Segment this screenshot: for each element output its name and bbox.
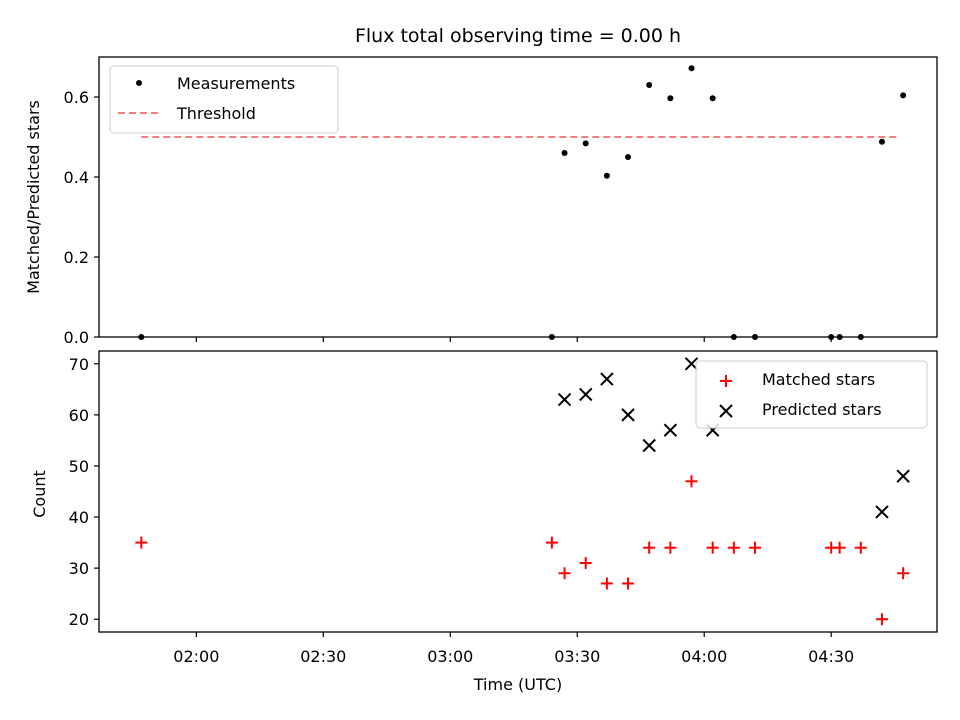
y-axis-label-count: Count xyxy=(30,470,49,518)
legend-label-matched: Matched stars xyxy=(762,370,875,389)
matched-point xyxy=(875,613,888,626)
y-tick-label: 0.4 xyxy=(64,168,89,187)
y-axis-label-ratio: Matched/Predicted stars xyxy=(24,100,43,294)
predicted-point xyxy=(557,392,572,407)
y-tick-label: 20 xyxy=(69,610,89,629)
measurement-point xyxy=(582,140,589,147)
matched-point xyxy=(558,567,571,580)
y-tick-label: 60 xyxy=(69,406,89,425)
matched-point xyxy=(600,577,613,590)
x-axis: 02:00 02:30 03:00 03:30 04:00 04:30 xyxy=(173,632,854,666)
count-series xyxy=(135,357,910,626)
measurement-point xyxy=(688,65,695,72)
y-tick-label: 0.2 xyxy=(64,248,89,267)
y-tick-label: 0.6 xyxy=(64,88,89,107)
measurement-point xyxy=(667,95,674,102)
matched-point xyxy=(727,541,740,554)
measurement-point xyxy=(625,154,632,160)
predicted-point xyxy=(875,505,889,519)
legend-box xyxy=(695,360,928,429)
x-axis-label: Time (UTC) xyxy=(473,675,562,694)
matched-point xyxy=(135,536,148,549)
measurement-point xyxy=(900,92,907,99)
x-tick-label: 02:30 xyxy=(300,647,346,666)
panel-ratio: 0.0 0.2 0.4 0.6 Matched/Predicted stars Mea… xyxy=(24,56,938,347)
legend-label-predicted: Predicted stars xyxy=(762,400,882,419)
panel-count: 20 30 40 50 60 70 02:00 02:30 03:00 03:30 04:00 04… xyxy=(30,350,938,694)
measurement-point xyxy=(646,82,653,88)
predicted-point xyxy=(579,387,593,402)
x-ticks-ratio xyxy=(195,337,832,342)
x-tick-label: 04:30 xyxy=(808,647,854,666)
y-axis-ratio: 0.0 0.2 0.4 0.6 xyxy=(64,88,99,347)
predicted-point xyxy=(642,438,656,453)
legend-marker-predicted xyxy=(719,404,733,418)
measurement-point xyxy=(709,95,716,102)
x-tick-label: 02:00 xyxy=(173,647,219,666)
matched-point xyxy=(897,567,910,580)
y-tick-label: 0.0 xyxy=(64,328,89,347)
y-tick-label: 50 xyxy=(69,457,89,476)
matched-point xyxy=(579,557,592,570)
y-tick-label: 40 xyxy=(69,508,89,527)
y-axis-count: 20 30 40 50 60 70 xyxy=(69,355,99,629)
chart-title: Flux total observing time = 0.00 h xyxy=(355,25,681,47)
x-tick-label: 03:30 xyxy=(554,647,600,666)
legend-count: Matched stars Predicted stars xyxy=(695,360,928,429)
matched-point xyxy=(545,536,558,549)
matched-point xyxy=(685,475,698,488)
predicted-point xyxy=(896,469,910,483)
matched-point xyxy=(643,541,656,554)
matched-point xyxy=(664,541,677,554)
matched-point xyxy=(622,577,635,590)
legend-label-measurements: Measurements xyxy=(177,74,295,93)
matched-point xyxy=(706,541,719,554)
matched-point xyxy=(854,541,867,554)
measurement-point xyxy=(561,150,568,156)
y-tick-label: 70 xyxy=(69,355,89,374)
measurement-point xyxy=(603,172,610,179)
matched-point xyxy=(749,541,762,554)
legend-box xyxy=(109,65,339,134)
plot-frame-count xyxy=(98,350,938,633)
measurement-point xyxy=(878,138,885,145)
legend-label-threshold: Threshold xyxy=(176,104,256,123)
x-tick-label: 04:00 xyxy=(681,647,727,666)
x-tick-label: 03:00 xyxy=(427,647,473,666)
legend-ratio: Measurements Threshold xyxy=(109,65,339,134)
y-tick-label: 30 xyxy=(69,559,89,578)
plot-frame-ratio xyxy=(98,56,938,338)
matched-point xyxy=(833,541,846,554)
legend-marker-measurements xyxy=(136,80,142,86)
predicted-point xyxy=(600,372,614,386)
predicted-point xyxy=(663,423,678,437)
predicted-point xyxy=(621,408,635,422)
legend-marker-matched xyxy=(720,375,732,387)
